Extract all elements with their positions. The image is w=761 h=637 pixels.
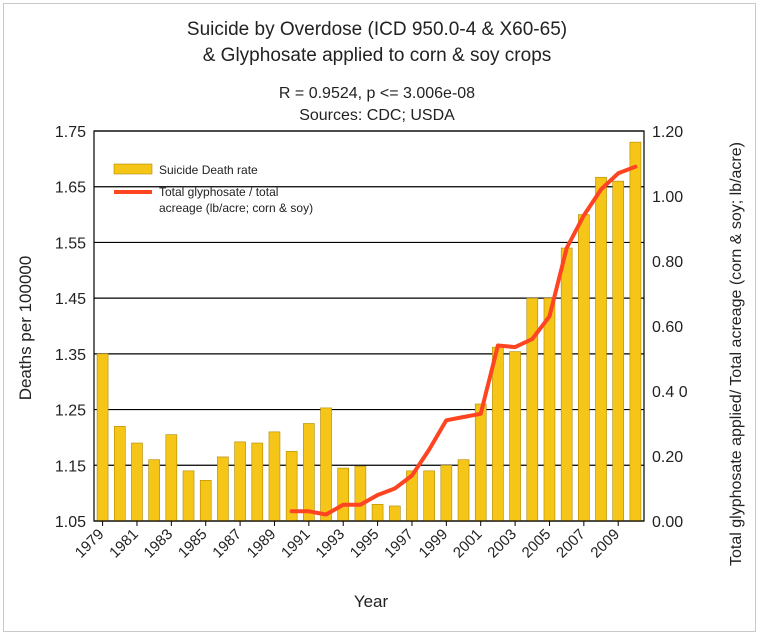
legend-bar-swatch <box>113 163 153 175</box>
y-tick-label: 1.75 <box>55 124 86 141</box>
bar <box>182 470 195 522</box>
y-tick-label: 1.05 <box>55 514 86 531</box>
y2-axis-label: Total glyphosate applied/ Total acreage … <box>728 142 745 566</box>
glyphosate-line <box>289 164 638 517</box>
x-tick-label: 2003 <box>484 526 520 562</box>
bar <box>629 141 642 522</box>
y-tick-label: 1.55 <box>55 235 86 252</box>
chart-title-line2: & Glyphosate applied to corn & soy crops <box>203 45 552 66</box>
bar <box>148 459 160 522</box>
x-tick-label: 1995 <box>347 526 383 562</box>
bar <box>217 456 229 522</box>
bar <box>388 505 401 522</box>
y2-tick-label: 1.20 <box>652 124 683 141</box>
bar <box>199 480 212 522</box>
legend-line-label-2: acreage (lb/acre; corn & soy) <box>159 201 313 215</box>
bar <box>492 346 504 522</box>
y-tick-label: 1.25 <box>55 403 86 420</box>
y2-tick-label: 0.4 0 <box>652 384 688 401</box>
gridlines <box>94 130 644 522</box>
x-tick-label: 1997 <box>381 526 417 562</box>
bar <box>578 214 590 522</box>
bar <box>113 425 126 522</box>
x-tick-label: 1983 <box>141 526 177 562</box>
y-tick-label: 1.45 <box>55 291 86 308</box>
bar <box>165 434 178 522</box>
x-tick-label: 1979 <box>72 526 108 562</box>
bar <box>268 431 281 522</box>
y-axis-label: Deaths per 100000 <box>16 256 35 401</box>
y2-tick-label: 0.00 <box>652 514 683 531</box>
bar <box>543 297 556 522</box>
bar <box>595 176 607 522</box>
bar <box>303 423 315 522</box>
bar <box>337 467 350 522</box>
bar <box>440 464 453 522</box>
x-tick-label: 2005 <box>519 526 555 562</box>
legend-bar-label: Suicide Death rate <box>159 163 258 177</box>
bar <box>612 180 625 522</box>
x-tick-label: 2001 <box>450 526 486 562</box>
y2-tick-label: 0.80 <box>652 254 683 271</box>
bar <box>96 353 109 522</box>
bar <box>371 503 384 522</box>
y2-tick-label: 0.60 <box>652 319 683 336</box>
x-tick-label: 1981 <box>106 526 142 562</box>
chart-subtitle-stats: R = 0.9524, p <= 3.006e-08 <box>279 85 475 102</box>
x-axis-label: Year <box>354 592 389 611</box>
bar <box>251 442 264 522</box>
chart: Suicide by Overdose (ICD 950.0-4 & X60-6… <box>16 19 745 611</box>
y-tick-label: 1.15 <box>55 458 86 475</box>
x-tick-label: 1987 <box>209 526 245 562</box>
x-tick-label: 1991 <box>278 526 314 562</box>
x-tick-label: 1985 <box>175 526 211 562</box>
chart-frame: Suicide by Overdose (ICD 950.0-4 & X60-6… <box>3 3 756 632</box>
x-tick-label: 2007 <box>553 526 589 562</box>
bar <box>457 459 470 522</box>
chart-subtitle-sources: Sources: CDC; USDA <box>299 107 455 124</box>
bar <box>560 247 573 522</box>
bar <box>320 407 332 522</box>
legend-line-label-1: Total glyphosate / total <box>159 185 278 199</box>
legend: Suicide Death rate Total glyphosate / to… <box>113 163 313 215</box>
y2-tick-label: 0.20 <box>652 449 683 466</box>
bar <box>234 441 246 522</box>
line-series <box>289 164 638 517</box>
y2-tick-label: 1.00 <box>652 189 683 206</box>
plot-border <box>93 130 645 522</box>
x-tick-label: 1999 <box>416 526 452 562</box>
bar <box>474 403 487 522</box>
x-tick-label: 1989 <box>244 526 280 562</box>
y-tick-label: 1.65 <box>55 180 86 197</box>
bar <box>354 466 367 522</box>
bar <box>131 442 143 522</box>
bar <box>509 351 521 522</box>
x-tick-label: 1993 <box>312 526 348 562</box>
y-tick-label: 1.35 <box>55 347 86 364</box>
x-tick-label: 2009 <box>587 526 623 562</box>
chart-title-line1: Suicide by Overdose (ICD 950.0-4 & X60-6… <box>187 19 567 40</box>
bar <box>423 470 435 522</box>
